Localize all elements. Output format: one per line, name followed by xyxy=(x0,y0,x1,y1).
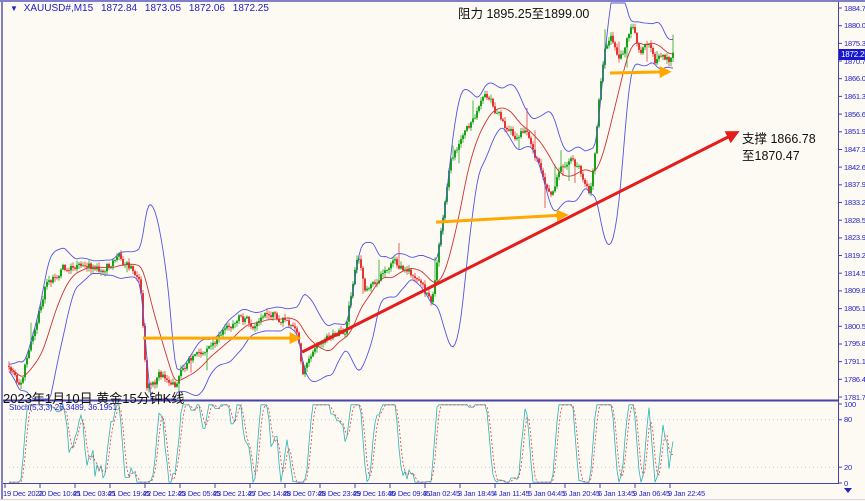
date-annotation[interactable]: 2023年1月10日 黄金15分钟K线 xyxy=(3,391,185,406)
support-annotation-line2: 至1870.47 xyxy=(742,149,800,163)
current-price-tag: 1872.25 xyxy=(839,49,865,60)
stoch-axis-label: 100 xyxy=(844,399,856,409)
time-axis-label: 22 Dec 12:45 xyxy=(143,489,186,498)
price-axis-label: 1880.00 xyxy=(844,21,865,31)
stoch-axis-label: 0 xyxy=(844,478,848,488)
trendline[interactable] xyxy=(301,131,740,354)
price-axis-label: 1805.10 xyxy=(844,304,865,314)
resistance-annotation[interactable]: 阻力 1895.25至1899.00 xyxy=(458,7,590,21)
price-axis-label: 1861.30 xyxy=(844,91,865,101)
ohlc-high: 1873.05 xyxy=(144,3,182,14)
price-axis-label: 1856.60 xyxy=(844,109,865,119)
support-annotation-line1: 支撑 1866.78 xyxy=(742,132,816,146)
candlestick-series xyxy=(8,23,674,398)
stoch-level-lines xyxy=(9,419,837,468)
price-axis-label: 1847.30 xyxy=(844,144,865,154)
price-axis-label: 1791.10 xyxy=(844,357,865,367)
price-axis-label: 1828.50 xyxy=(844,215,865,225)
ohlc-low: 1872.06 xyxy=(188,3,225,14)
ohlc-open: 1872.84 xyxy=(100,3,138,14)
price-axis-label: 1809.80 xyxy=(844,286,865,296)
price-axis-label: 1884.70 xyxy=(844,3,865,13)
price-axis-label: 1842.60 xyxy=(844,162,865,172)
ma-mid-line xyxy=(8,42,674,382)
symbol-timeframe-label: XAUUSD#,M15 xyxy=(23,3,94,14)
support-annotation[interactable]: 支撑 1866.78 至1870.47 xyxy=(742,131,816,165)
price-axis-label: 1866.00 xyxy=(844,74,865,84)
ohlc-close: 1872.25 xyxy=(232,3,269,14)
time-axis-label: 3 Jan 18:45 xyxy=(458,489,495,498)
indicator-label: Stoch(5,3,3) 26.3489, 36.1951 xyxy=(9,403,118,412)
time-axis-label: 23 Dec 21:45 xyxy=(213,489,256,498)
price-axis-label: 1819.20 xyxy=(844,251,865,261)
price-axis-label: 1851.90 xyxy=(844,127,865,137)
time-axis-label: 5 Jan 04:45 xyxy=(528,489,565,498)
price-axis-label: 1833.20 xyxy=(844,198,865,207)
price-axis-label: 1870.70 xyxy=(844,56,865,66)
time-axis-label: 19 Dec 2022 xyxy=(3,489,44,498)
time-axis-label: 29 Dec 16:45 xyxy=(353,489,396,498)
time-axis-label: 28 Dec 07:45 xyxy=(283,489,326,498)
symbol-info: ▼ XAUUSD#,M15 1872.84 1873.05 1872.06 18… xyxy=(10,3,274,14)
stoch-axis-label: 80 xyxy=(844,415,852,425)
time-axis-label: 28 Dec 23:45 xyxy=(318,489,361,498)
time-axis-label: 30 Dec 09:45 xyxy=(388,489,431,498)
time-axis-label: 27 Dec 14:45 xyxy=(248,489,291,498)
autoscroll-indicator xyxy=(844,488,852,493)
price-axis-label: 1875.30 xyxy=(844,38,865,48)
time-axis-label: 9 Jan 06:45 xyxy=(633,489,670,498)
chevron-down-icon[interactable]: ▼ xyxy=(10,4,18,13)
time-axis-label: 21 Dec 19:45 xyxy=(108,489,151,498)
time-axis-label: 20 Dec 10:45 xyxy=(38,489,81,498)
stochastic-indicator xyxy=(9,403,674,484)
price-axis-label: 1823.90 xyxy=(844,233,865,243)
time-axis-label: 6 Jan 13:45 xyxy=(598,489,635,498)
time-axis-label: 21 Dec 03:45 xyxy=(73,489,116,498)
time-axis-label: 23 Dec 05:45 xyxy=(178,489,221,498)
support-resistance-segments[interactable] xyxy=(143,65,672,345)
price-axis-label: 1814.50 xyxy=(844,268,865,278)
price-axis-label: 1795.80 xyxy=(844,339,865,349)
price-axis-label: 1837.90 xyxy=(844,180,865,190)
time-axis-label: 3 Jan 02:45 xyxy=(423,489,460,498)
time-axis-label: 9 Jan 22:45 xyxy=(668,489,705,498)
stoch-axis-label: 20 xyxy=(844,462,852,472)
bollinger-bands xyxy=(8,2,674,400)
price-axis-label: 1781.70 xyxy=(844,392,865,402)
time-axis-label: 4 Jan 11:45 xyxy=(493,489,530,498)
time-axis-label: 5 Jan 20:45 xyxy=(563,489,600,498)
price-axis-label: 1786.40 xyxy=(844,374,865,384)
price-axis-label: 1800.50 xyxy=(844,321,865,331)
